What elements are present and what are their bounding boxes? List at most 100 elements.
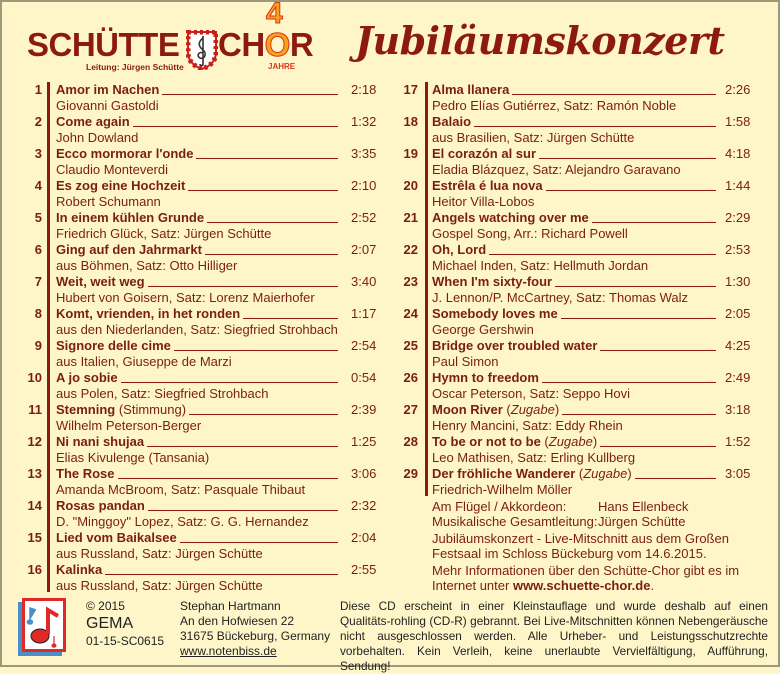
track-duration: 1:17 xyxy=(351,306,377,321)
disclaimer: Diese CD erscheint in einer Kleinstaufla… xyxy=(340,599,768,673)
track-row[interactable]: 22 Oh, Lord 2:53 Michael Inden, Satz: Hellm… xyxy=(390,242,780,274)
track-title-line: Come again xyxy=(56,114,338,130)
track-duration: 1:32 xyxy=(351,114,377,129)
leader-line xyxy=(147,445,338,447)
track-composer: J. Lennon/P. McCartney, Satz: Thomas Wal… xyxy=(432,290,689,305)
track-row[interactable]: 4 Es zog eine Hochzeit 2:10 Robert Schumann xyxy=(0,178,390,210)
logo-o: O xyxy=(264,26,291,63)
track-title-line: Kalinka xyxy=(56,562,338,578)
track-number: 1 xyxy=(34,82,42,97)
track-row[interactable]: 23 When I'm sixty-four 1:30 J. Lennon/P. Mc… xyxy=(390,274,780,306)
track-row[interactable]: 3 Ecco mormorar l'onde 3:35 Claudio Monteve… xyxy=(0,146,390,178)
header: SCHÜTTE CHOR 4 Leitung: Jürgen Schütte J… xyxy=(0,0,780,78)
track-title: Es zog eine Hochzeit xyxy=(56,178,186,193)
track-composer: aus Brasilien, Satz: Jürgen Schütte xyxy=(432,130,635,145)
track-duration: 2:07 xyxy=(351,242,377,257)
track-note: (Zugabe) xyxy=(502,402,560,417)
jahre-label: JAHRE xyxy=(268,62,296,71)
track-number: 26 xyxy=(403,370,418,385)
track-row[interactable]: 14 Rosas pandan 2:32 D. "Minggoy" Lopez, Sa… xyxy=(0,498,390,530)
credit-director: Musikalische Gesamtleitung: Jürgen Schütt… xyxy=(432,514,777,529)
track-duration: 1:52 xyxy=(725,434,751,449)
credit-name: Hans Ellenbeck xyxy=(598,499,689,514)
track-row[interactable]: 25 Bridge over troubled water 4:25 Paul Sim… xyxy=(390,338,780,370)
track-row[interactable]: 8 Komt, vrienden, in het ronden 1:17 aus de… xyxy=(0,306,390,338)
leader-line xyxy=(541,381,716,383)
track-row[interactable]: 2 Come again 1:32 John Dowland xyxy=(0,114,390,146)
track-row[interactable]: 27 Moon River (Zugabe) 3:18 Henry Mancini, … xyxy=(390,402,780,434)
track-number: 7 xyxy=(34,274,42,289)
gema-label: GEMA xyxy=(86,615,134,632)
track-duration: 1:25 xyxy=(351,434,377,449)
track-row[interactable]: 9 Signore delle cime 2:54 aus Italien, Gius… xyxy=(0,338,390,370)
leader-line xyxy=(132,125,338,127)
track-composer: aus den Niederlanden, Satz: Siegfried St… xyxy=(56,322,338,337)
track-title-line: Angels watching over me xyxy=(432,210,716,226)
track-row[interactable]: 10 A jo sobie 0:54 aus Polen, Satz: Siegfri… xyxy=(0,370,390,402)
credits: Am Flügel / Akkordeon: Hans Ellenbeck Mus… xyxy=(432,499,777,593)
track-row[interactable]: 24 Somebody loves me 2:05 George Gershwin xyxy=(390,306,780,338)
track-row[interactable]: 28 To be or not to be (Zugabe) 1:52 Leo Mat… xyxy=(390,434,780,466)
track-duration: 2:32 xyxy=(351,498,377,513)
track-title: Estrêla é lua nova xyxy=(432,178,543,193)
track-row[interactable]: 17 Alma llanera 2:26 Pedro Elías Gutiérrez,… xyxy=(390,82,780,114)
track-row[interactable]: 5 In einem kühlen Grunde 2:52 Friedrich Glü… xyxy=(0,210,390,242)
track-composer: Wilhelm Peterson-Berger xyxy=(56,418,202,433)
track-composer: Hubert von Goisern, Satz: Lorenz Maierho… xyxy=(56,290,315,305)
track-number: 29 xyxy=(403,466,418,481)
footer: © 2015 GEMA 01-15-SC0615 Stephan Hartman… xyxy=(0,596,780,673)
track-duration: 4:25 xyxy=(725,338,751,353)
track-row[interactable]: 21 Angels watching over me 2:29 Gospel Song… xyxy=(390,210,780,242)
track-row[interactable]: 16 Kalinka 2:55 aus Russland, Satz: Jürgen … xyxy=(0,562,390,594)
track-title: Come again xyxy=(56,114,130,129)
leader-line xyxy=(147,509,338,511)
publisher-url-link[interactable]: www.notenbiss.de xyxy=(180,644,277,658)
track-number: 6 xyxy=(34,242,42,257)
track-duration: 2:49 xyxy=(725,370,751,385)
track-title-line: In einem kühlen Grunde xyxy=(56,210,338,226)
track-row[interactable]: 19 El corazón al sur 4:18 Eladia Blázquez, … xyxy=(390,146,780,178)
website-link[interactable]: www.schuette-chor.de xyxy=(512,578,651,593)
track-row[interactable]: 18 Balaio 1:58 aus Brasilien, Satz: Jürgen … xyxy=(390,114,780,146)
track-note: (Zugabe) xyxy=(575,466,632,481)
leader-line xyxy=(243,317,338,319)
track-title: Rosas pandan xyxy=(56,498,145,513)
leader-line xyxy=(204,253,338,255)
track-title: Ging auf den Jahrmarkt xyxy=(56,242,202,257)
track-row[interactable]: 20 Estrêla é lua nova 1:44 Heitor Villa-Lob… xyxy=(390,178,780,210)
publisher-name: Stephan Hartmann xyxy=(180,599,281,613)
track-number: 9 xyxy=(34,338,42,353)
leader-line xyxy=(634,477,716,479)
track-row[interactable]: 1 Amor im Nachen 2:18 Giovanni Gastoldi xyxy=(0,82,390,114)
track-title: Lied vom Baikalsee xyxy=(56,530,177,545)
track-composer: aus Böhmen, Satz: Otto Hilliger xyxy=(56,258,238,273)
track-title-line: Ecco mormorar l'onde xyxy=(56,146,338,162)
track-duration: 0:54 xyxy=(351,370,377,385)
track-row[interactable]: 13 The Rose 3:06 Amanda McBroom, Satz: Pasq… xyxy=(0,466,390,498)
more-info-text: Mehr Informationen über den Schütte-Chor… xyxy=(432,563,740,593)
copyright: © 2015 xyxy=(86,599,125,613)
track-title-line: Alma llanera xyxy=(432,82,716,98)
track-composer: Robert Schumann xyxy=(56,194,161,209)
track-note: (Stimmung) xyxy=(115,402,187,417)
leader-line xyxy=(474,125,716,127)
catalog-number: 01-15-SC0615 xyxy=(86,634,165,648)
track-duration: 2:29 xyxy=(725,210,751,225)
leader-line xyxy=(117,477,338,479)
track-composer: Leo Mathisen, Satz: Erling Kullberg xyxy=(432,450,636,465)
track-composer: Michael Inden, Satz: Hellmuth Jordan xyxy=(432,258,649,273)
album-title: Jubiläumskonzert xyxy=(355,18,725,63)
track-row[interactable]: 6 Ging auf den Jahrmarkt 2:07 aus Böhmen, S… xyxy=(0,242,390,274)
track-row[interactable]: 7 Weit, weit weg 3:40 Hubert von Goisern, S… xyxy=(0,274,390,306)
track-row[interactable]: 12 Ni nani shujaa 1:25 Elias Kivulenge (Tan… xyxy=(0,434,390,466)
track-row[interactable]: 26 Hymn to freedom 2:49 Oscar Peterson, Sat… xyxy=(390,370,780,402)
track-duration: 1:58 xyxy=(725,114,751,129)
track-row[interactable]: 15 Lied vom Baikalsee 2:04 aus Russland, Sa… xyxy=(0,530,390,562)
track-number: 24 xyxy=(403,306,418,321)
track-row[interactable]: 11 Stemning (Stimmung) 2:39 Wilhelm Peterso… xyxy=(0,402,390,434)
track-row[interactable]: 29 Der fröhliche Wanderer (Zugabe) 3:05 Fri… xyxy=(390,466,780,498)
track-composer: Heitor Villa-Lobos xyxy=(432,194,535,209)
leader-line xyxy=(105,573,338,575)
track-title: Angels watching over me xyxy=(432,210,589,225)
track-duration: 2:10 xyxy=(351,178,377,193)
